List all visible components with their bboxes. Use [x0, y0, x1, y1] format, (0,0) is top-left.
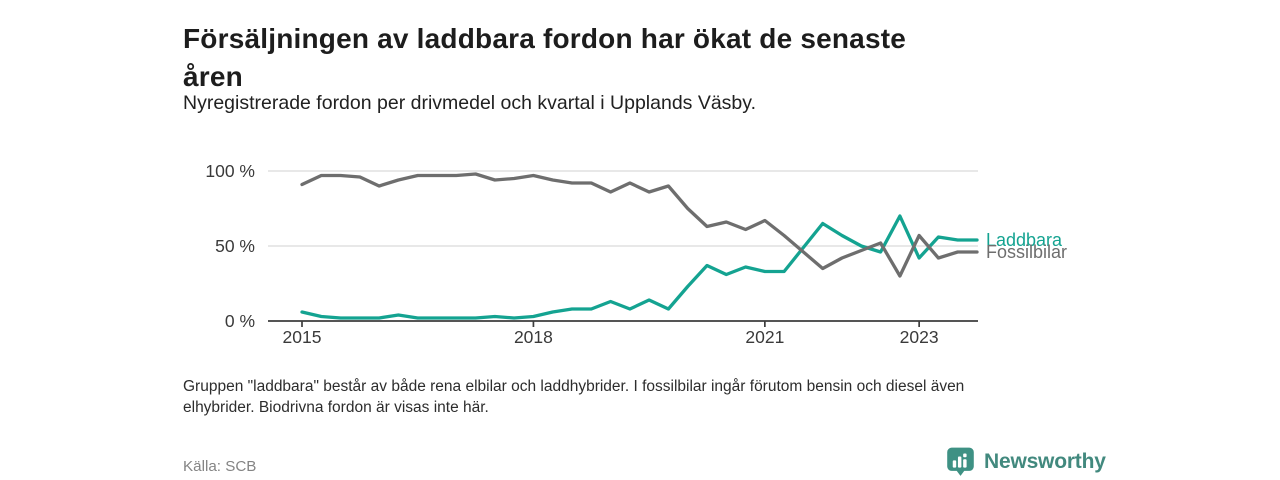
- y-tick-label: 0 %: [225, 311, 255, 331]
- x-tick-label: 2018: [514, 327, 553, 347]
- newsworthy-logo-icon: [947, 447, 974, 476]
- series-line-laddbara: [300, 214, 979, 320]
- page-title: Försäljningen av laddbara fordon har öka…: [183, 22, 907, 92]
- brand-name: Newsworthy: [984, 449, 1106, 473]
- bar-2: [957, 456, 962, 468]
- newsworthy-logo-link[interactable]: Newsworthy: [945, 446, 1106, 477]
- bar-1: [952, 460, 957, 468]
- chart-footnote: Gruppen "laddbara" består av både rena e…: [183, 378, 965, 416]
- series-label-laddbara: Laddbara: [986, 230, 1063, 250]
- x-tick-label: 2021: [745, 327, 784, 347]
- x-tick-label: 2015: [283, 327, 322, 347]
- x-tick-label: 2023: [900, 327, 939, 347]
- y-tick-label: 100 %: [205, 161, 255, 181]
- series-label-fossilbilar: Fossilbilar: [986, 242, 1067, 262]
- series-line-fossilbilar: [300, 172, 979, 278]
- bar-3: [963, 459, 967, 468]
- quarterly-share-line-chart: 100 % 50 % 0 % 2015 2018 2021 2023 LaddbaraFoss…: [205, 161, 1067, 347]
- source-label: Källa: SCB: [183, 458, 257, 475]
- chart-subtitle: Nyregistrerade fordon per drivmedel och …: [183, 92, 756, 114]
- exclamation-dot: [963, 453, 967, 458]
- y-tick-label: 50 %: [215, 236, 255, 256]
